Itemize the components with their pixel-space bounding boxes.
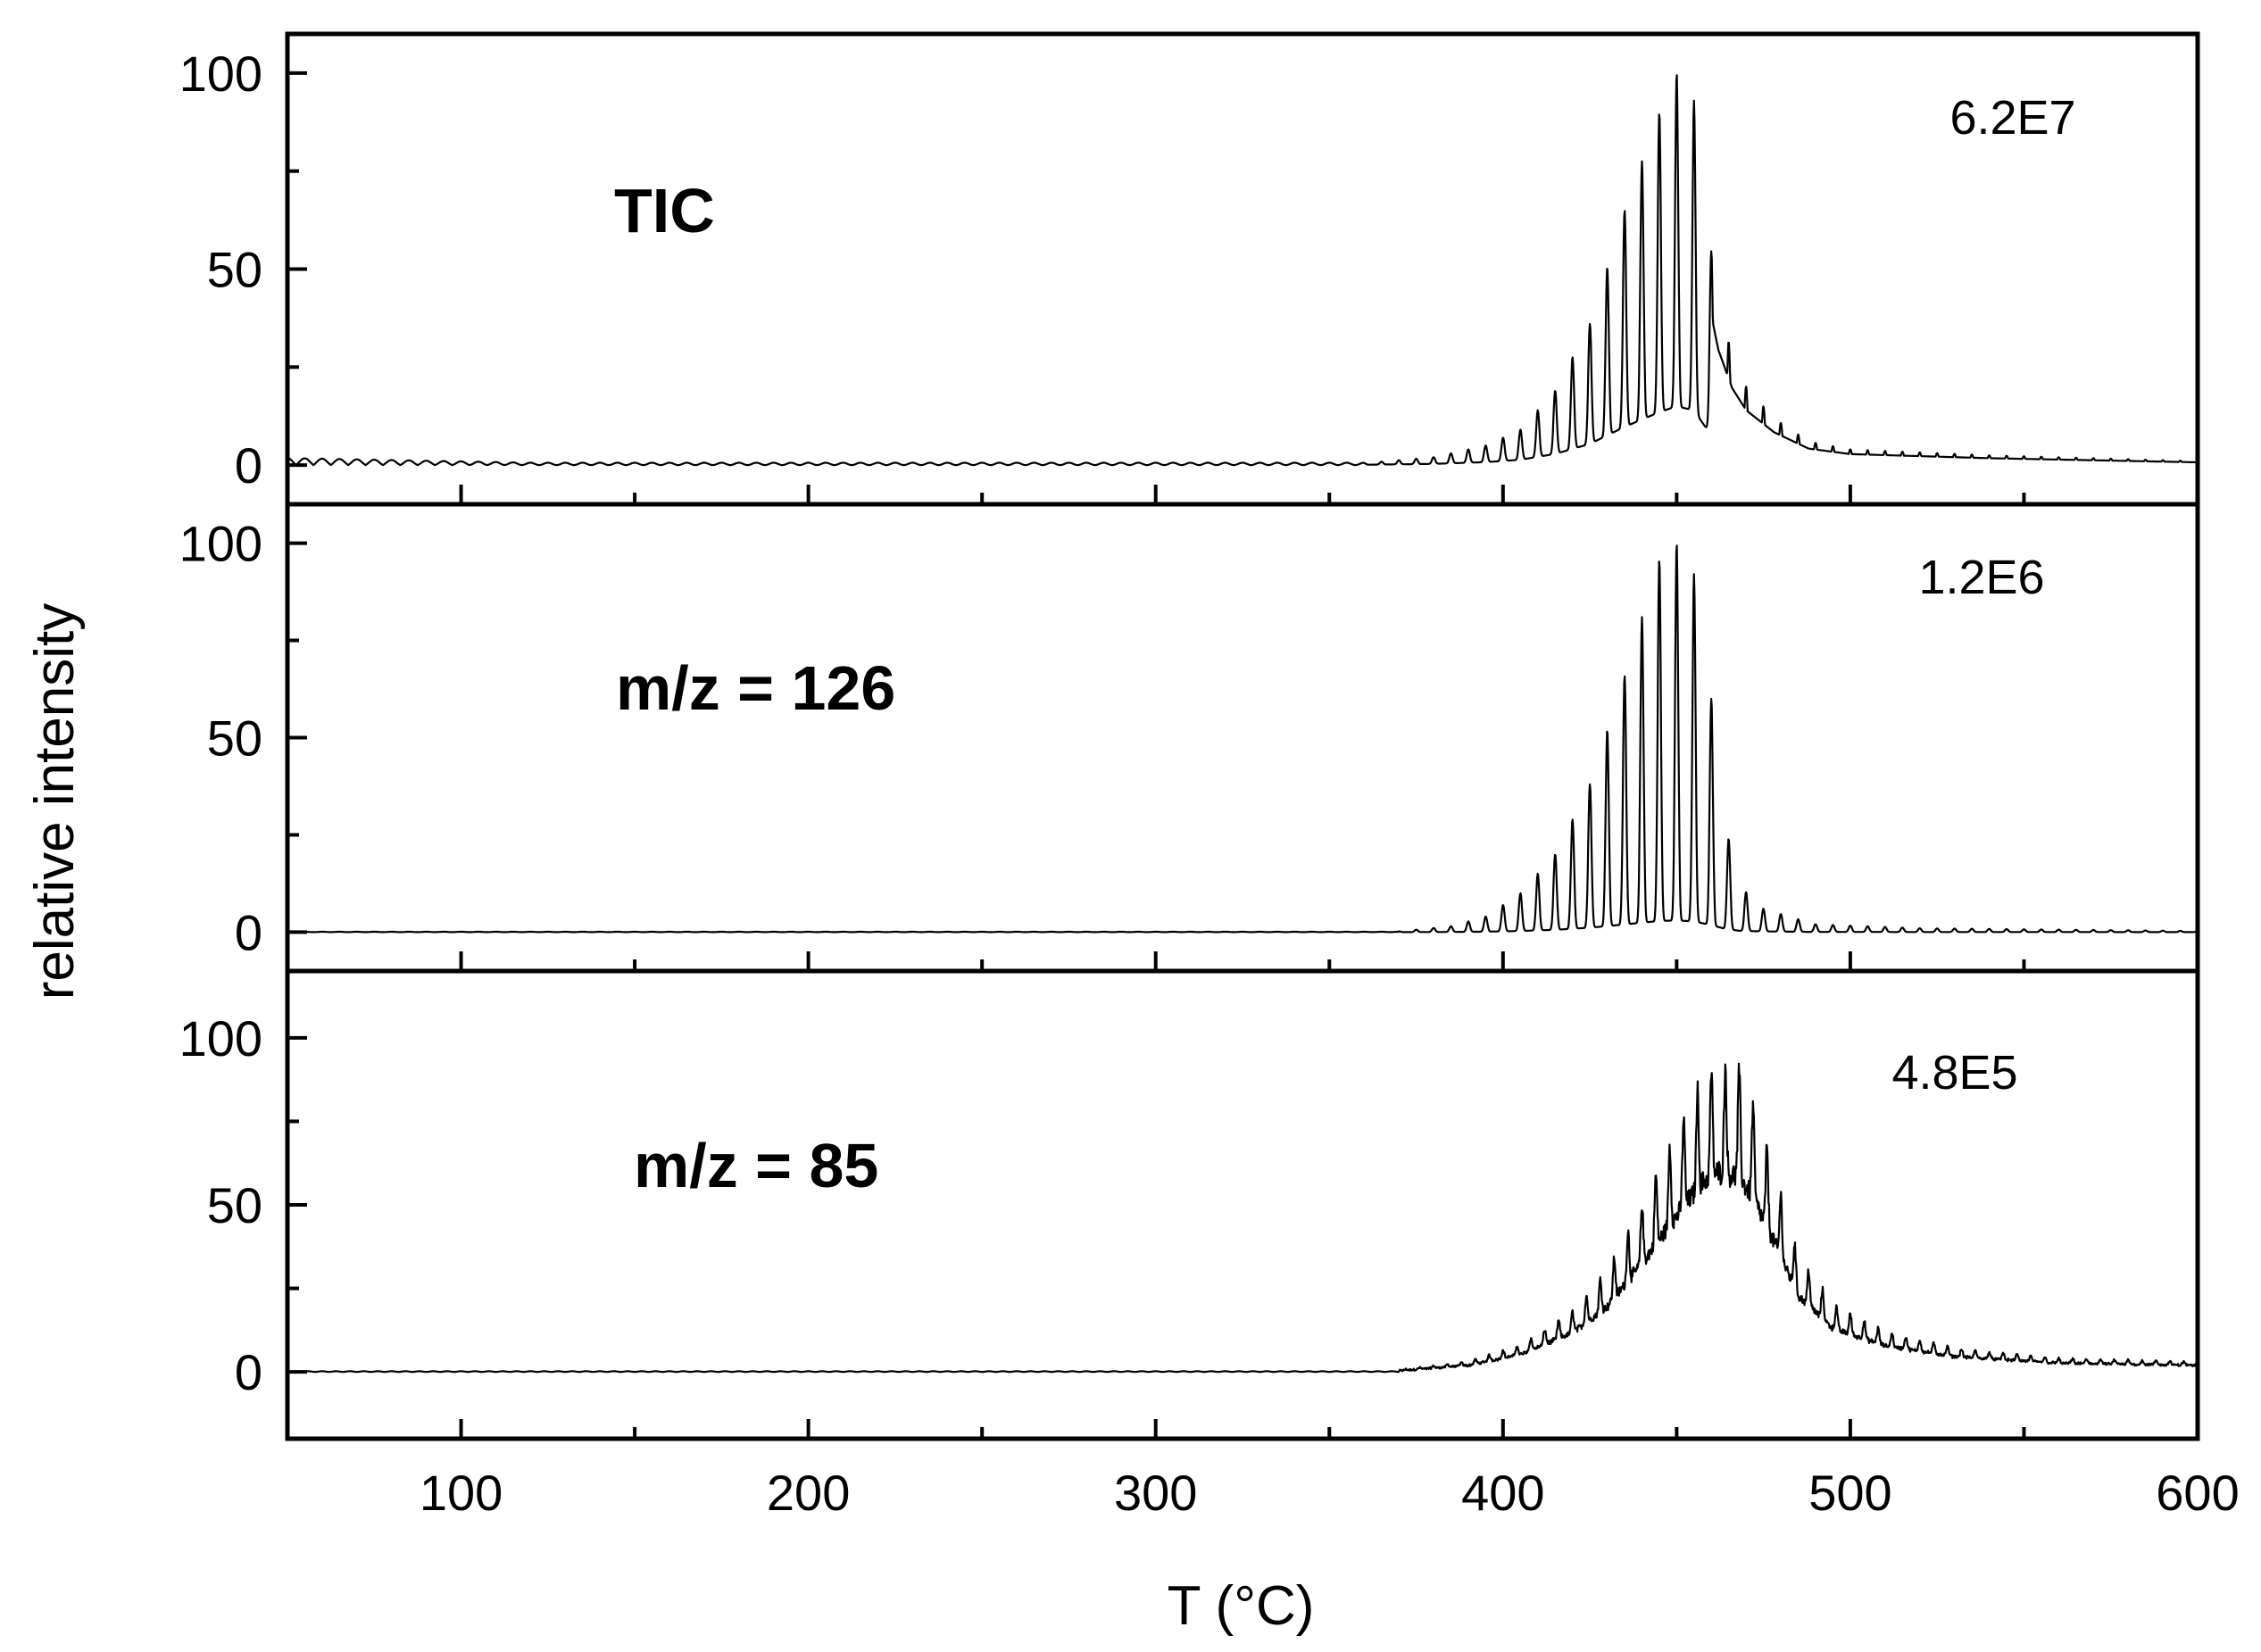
y-tick-label: 50 — [207, 242, 262, 298]
panel-label-1: TIC — [614, 176, 715, 245]
series-line-1 — [287, 74, 2199, 467]
y-tick-label: 100 — [179, 46, 262, 102]
x-tick-label: 200 — [767, 1465, 850, 1521]
scale-label-1: 6.2E7 — [1949, 91, 2075, 145]
y-tick-label: 0 — [235, 904, 262, 960]
y-tick-label: 0 — [235, 1344, 262, 1400]
y-tick-label: 50 — [207, 710, 262, 767]
x-tick-label: 600 — [2156, 1465, 2239, 1521]
y-tick-label: 100 — [179, 516, 262, 572]
panels: 0 50 100 TIC 6.2E7 0 50 100 m/z = 126 1.2E6 0 50 100… — [179, 31, 2240, 1521]
y-tick-label: 0 — [235, 437, 262, 494]
x-tick-label: 100 — [420, 1465, 503, 1521]
series-line-2 — [287, 544, 2199, 934]
series-line-3 — [287, 1062, 2199, 1374]
scale-label-3: 4.8E5 — [1891, 1046, 2017, 1100]
panel-2: 0 50 100 m/z = 126 1.2E6 — [179, 502, 2200, 974]
x-tick-label: 300 — [1114, 1465, 1197, 1521]
x-tick-label: 500 — [1808, 1465, 1891, 1521]
x-axis-title: T (°C) — [1168, 1575, 1315, 1637]
y-tick-label: 50 — [207, 1177, 262, 1233]
panel-label-3: m/z = 85 — [634, 1131, 878, 1200]
panel-label-2: m/z = 126 — [616, 653, 895, 723]
panel-3: 0 50 100 m/z = 85 4.8E5 — [179, 968, 2200, 1441]
x-tick-label: 400 — [1461, 1465, 1544, 1521]
y-tick-label: 100 — [179, 1010, 262, 1067]
y-axis-title: relative intensity — [24, 603, 86, 1000]
scale-label-2: 1.2E6 — [1918, 551, 2044, 604]
